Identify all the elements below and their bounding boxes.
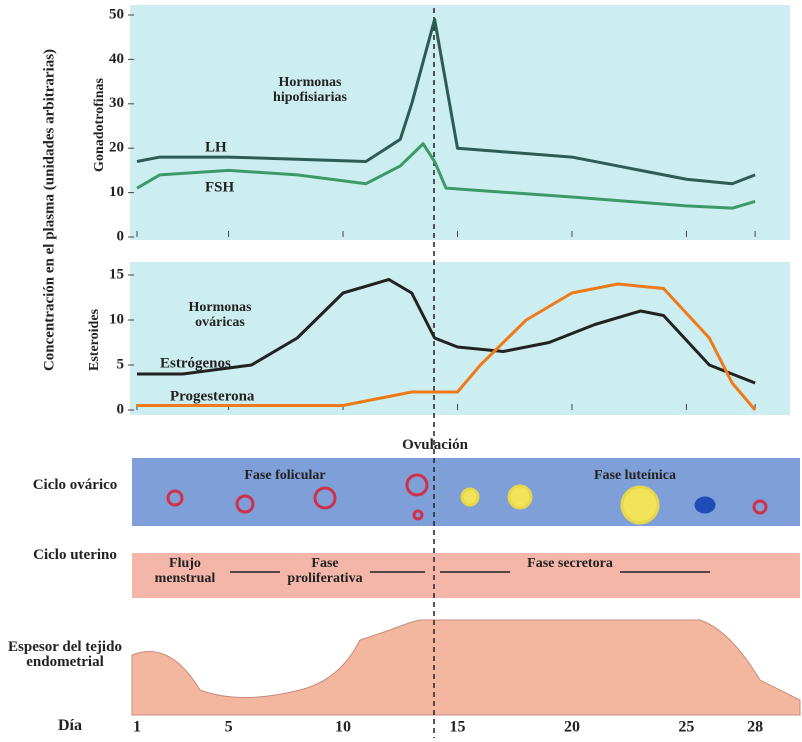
phase-label: Fase proliferativa (287, 556, 363, 586)
series-line (136, 17, 756, 186)
series-label: LH (205, 139, 227, 155)
x-tick-label: 28 (747, 719, 763, 736)
phase-label: Fase folicular (244, 468, 326, 483)
endometrium-label: Espesor del tejido endometrial (8, 639, 122, 670)
series-line (136, 142, 756, 210)
x-tick-label: 25 (678, 719, 694, 736)
y-tick-label: 15 (109, 266, 124, 282)
phase-label: Fase secretora (527, 556, 613, 571)
y-tick-label: 30 (109, 95, 124, 111)
y-tick-label: 0 (117, 228, 125, 244)
endometrium-shape (131, 619, 801, 716)
annotation: Hormonas hipofisiarias (273, 75, 347, 105)
series-label: Progesterona (170, 388, 255, 404)
series-line (137, 282, 757, 411)
ovulation-label: Ovulación (402, 437, 468, 453)
y-tick-label: 5 (117, 356, 125, 372)
phase-label: Fase luteínica (593, 468, 677, 483)
y-tick-label: 40 (109, 51, 124, 67)
series-label: FSH (205, 179, 235, 195)
y-tick-label: 50 (109, 6, 124, 22)
y-tick-label: 10 (109, 184, 124, 200)
y-axis-label: Concentración en el plasma (unidades arb… (41, 49, 57, 371)
x-tick-label: 20 (564, 719, 580, 736)
y-tick-label: 10 (109, 311, 124, 327)
phase-label: Flujo menstrual (154, 556, 216, 586)
day-axis-label: Día (58, 717, 82, 734)
y-label: Gonadotrofinas (92, 78, 107, 172)
uterine-band (132, 553, 800, 598)
x-tick-label: 15 (450, 719, 466, 736)
ovarian-icons (166, 473, 768, 525)
x-tick-label: 1 (133, 719, 141, 736)
uterine-cycle-label: Ciclo uterino (33, 547, 117, 563)
series-line (137, 278, 756, 385)
panel-bg (130, 5, 790, 240)
annotation: Hormonas ováricas (188, 300, 252, 330)
y-label: Esteroides (87, 308, 102, 371)
x-tick-label: 5 (225, 719, 233, 736)
y-tick-label: 20 (109, 140, 124, 156)
series-label: Estrógenos (160, 355, 231, 371)
ovarian-cycle-label: Ciclo ovárico (32, 477, 118, 493)
x-tick-label: 10 (335, 719, 351, 736)
y-tick-label: 0 (117, 401, 125, 417)
